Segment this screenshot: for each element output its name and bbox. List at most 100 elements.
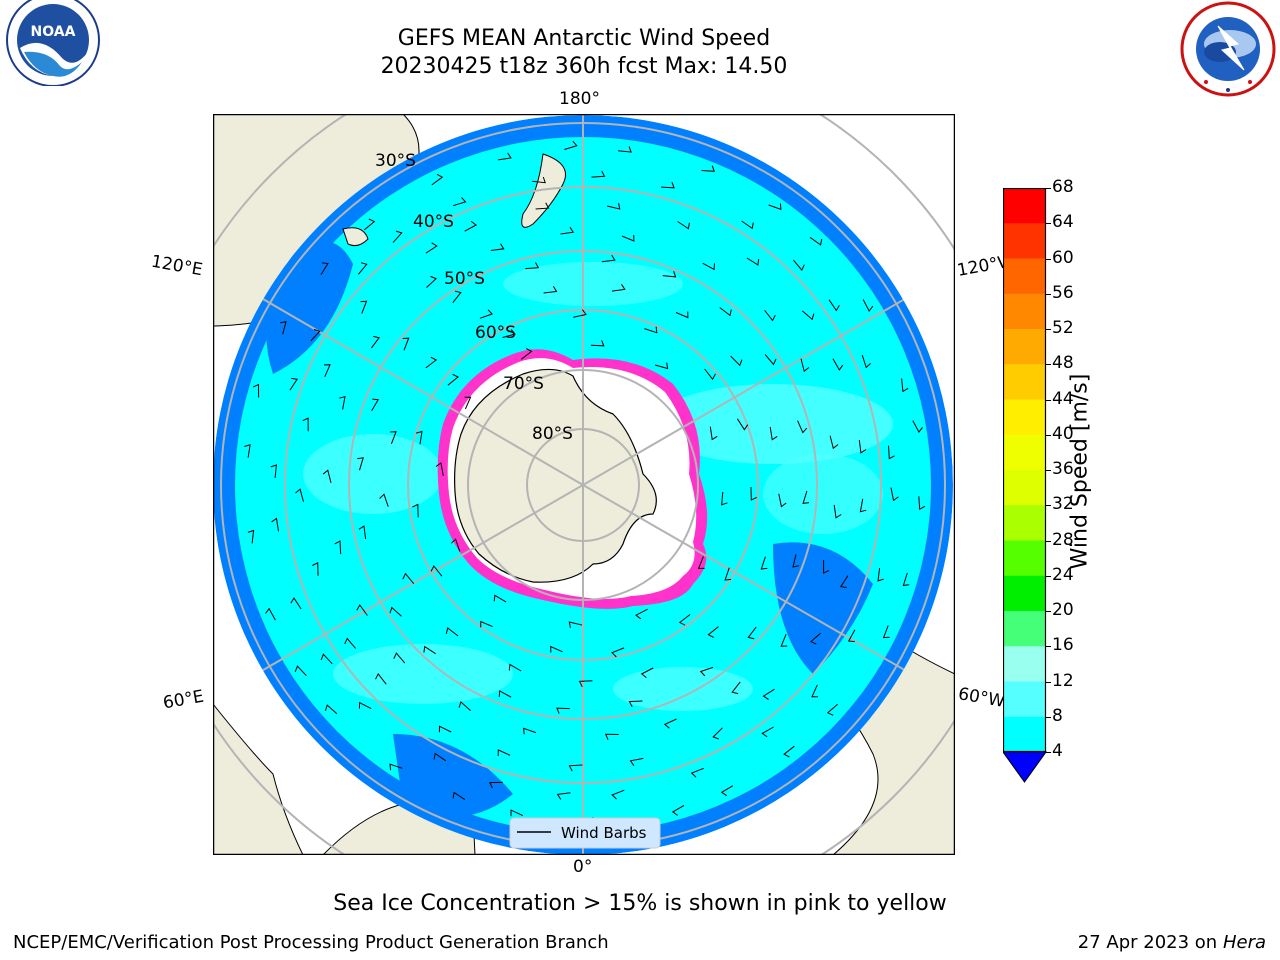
wind-barb xyxy=(320,262,329,275)
wind-barb xyxy=(358,701,372,710)
page-title: GEFS MEAN Antarctic Wind Speed xyxy=(397,26,771,51)
wind-barb xyxy=(290,597,302,610)
wind-barb xyxy=(445,627,459,637)
wind-barb xyxy=(611,647,625,658)
colorbar-tick-mark xyxy=(1046,611,1051,612)
wind-barb xyxy=(640,667,654,678)
wind-barb xyxy=(392,230,403,243)
wind-barb xyxy=(247,529,255,544)
colorbar-tick-label: 52 xyxy=(1052,318,1074,338)
wind-barb xyxy=(678,614,691,626)
wind-barb xyxy=(493,594,507,603)
wind-barb xyxy=(731,681,741,695)
lon-label-120e: 120°E xyxy=(149,251,205,281)
wind-barb xyxy=(839,575,849,588)
wind-barb xyxy=(629,757,644,766)
colorbar-tick-label: 32 xyxy=(1052,494,1074,515)
wind-barb xyxy=(389,606,402,617)
wind-barb xyxy=(902,572,910,586)
colorbar-bin xyxy=(1003,505,1046,541)
colorbar-label: Wind Speed [m/s] xyxy=(1067,373,1093,570)
colorbar-bin xyxy=(1003,223,1046,259)
wind-barb xyxy=(312,562,319,576)
wind-barb xyxy=(452,791,466,801)
colorbar-bin xyxy=(1003,681,1046,718)
wind-barb xyxy=(912,420,923,434)
wind-barbs xyxy=(244,140,926,824)
colorbar-tick-mark xyxy=(1046,470,1051,471)
wind-barb xyxy=(379,493,389,507)
wind-barb xyxy=(702,262,715,271)
wind-barb xyxy=(888,445,895,460)
wind-barb xyxy=(433,752,447,762)
wind-barb xyxy=(560,226,575,235)
colorbar-tick-mark xyxy=(1046,364,1051,366)
wind-barb xyxy=(918,496,926,511)
wind-barb xyxy=(862,299,874,312)
colorbar-tick-mark xyxy=(1046,716,1051,718)
wind-barb xyxy=(498,152,512,161)
wind-barb xyxy=(289,377,298,391)
wind-barb xyxy=(371,398,380,412)
lat-label-50s: 50°S xyxy=(444,269,485,289)
wind-barb xyxy=(393,652,406,664)
colorbar-tick-mark xyxy=(1046,329,1051,330)
wind-barb xyxy=(489,781,503,789)
map-legend: Wind Barbs xyxy=(509,817,661,849)
wind-barb xyxy=(402,572,415,585)
wind-barb xyxy=(662,271,677,278)
wind-barb xyxy=(604,733,619,740)
wind-barb xyxy=(611,789,625,800)
wind-barb xyxy=(520,348,533,360)
wind-barb xyxy=(271,517,279,532)
wind-barb xyxy=(430,565,443,577)
colorbar-tick-mark xyxy=(1046,223,1051,225)
wind-barb xyxy=(458,701,471,711)
wind-barb xyxy=(435,462,444,476)
colorbar-bin xyxy=(1003,188,1046,224)
page-subtitle: 20230425 t18z 360h fcst Max: 14.50 xyxy=(380,54,788,79)
wind-barb xyxy=(590,340,605,347)
wind-barb xyxy=(801,310,815,321)
wind-barb xyxy=(701,165,716,172)
colorbar-bin xyxy=(1003,575,1046,612)
colorbar-bin xyxy=(1003,646,1046,682)
wind-barb xyxy=(635,608,648,620)
wind-barb xyxy=(778,493,787,508)
wind-barb xyxy=(890,487,899,502)
wind-barb xyxy=(697,556,705,570)
wind-barb xyxy=(709,426,718,441)
wind-barb xyxy=(479,309,493,319)
colorbar-tick-mark xyxy=(1046,646,1051,648)
wind-barb xyxy=(402,337,410,351)
wind-barb xyxy=(882,625,890,639)
colorbar-tick-label: 16 xyxy=(1052,635,1074,656)
wind-barb xyxy=(464,220,478,232)
wind-barb xyxy=(621,234,635,242)
wind-barb xyxy=(356,604,368,616)
lon-label-180: 180° xyxy=(559,89,600,109)
wind-barb xyxy=(425,356,438,369)
wind-barb xyxy=(556,792,571,800)
colorbar-tick-label: 40 xyxy=(1052,423,1074,444)
wind-barb xyxy=(654,362,669,370)
wind-barb xyxy=(800,358,810,373)
wind-barb xyxy=(564,140,578,150)
wind-barb xyxy=(671,804,685,816)
wind-barb xyxy=(792,554,799,568)
wind-barb xyxy=(425,242,438,254)
wind-barb xyxy=(618,146,632,153)
wind-barb xyxy=(719,307,732,317)
colorbar-bin xyxy=(1003,434,1046,471)
wind-barb xyxy=(389,763,403,771)
wind-barb xyxy=(858,439,867,454)
colorbar-tick-mark xyxy=(1046,540,1051,542)
wind-barb xyxy=(265,607,276,621)
wind-barb xyxy=(760,556,768,570)
wind-barb xyxy=(438,725,452,733)
wind-barb xyxy=(568,764,583,772)
wind-barb xyxy=(721,491,728,506)
lat-label-30s: 30°S xyxy=(375,151,416,171)
wind-barb xyxy=(746,257,760,266)
footer-date: 27 Apr 2023 on Hera xyxy=(1078,932,1266,953)
